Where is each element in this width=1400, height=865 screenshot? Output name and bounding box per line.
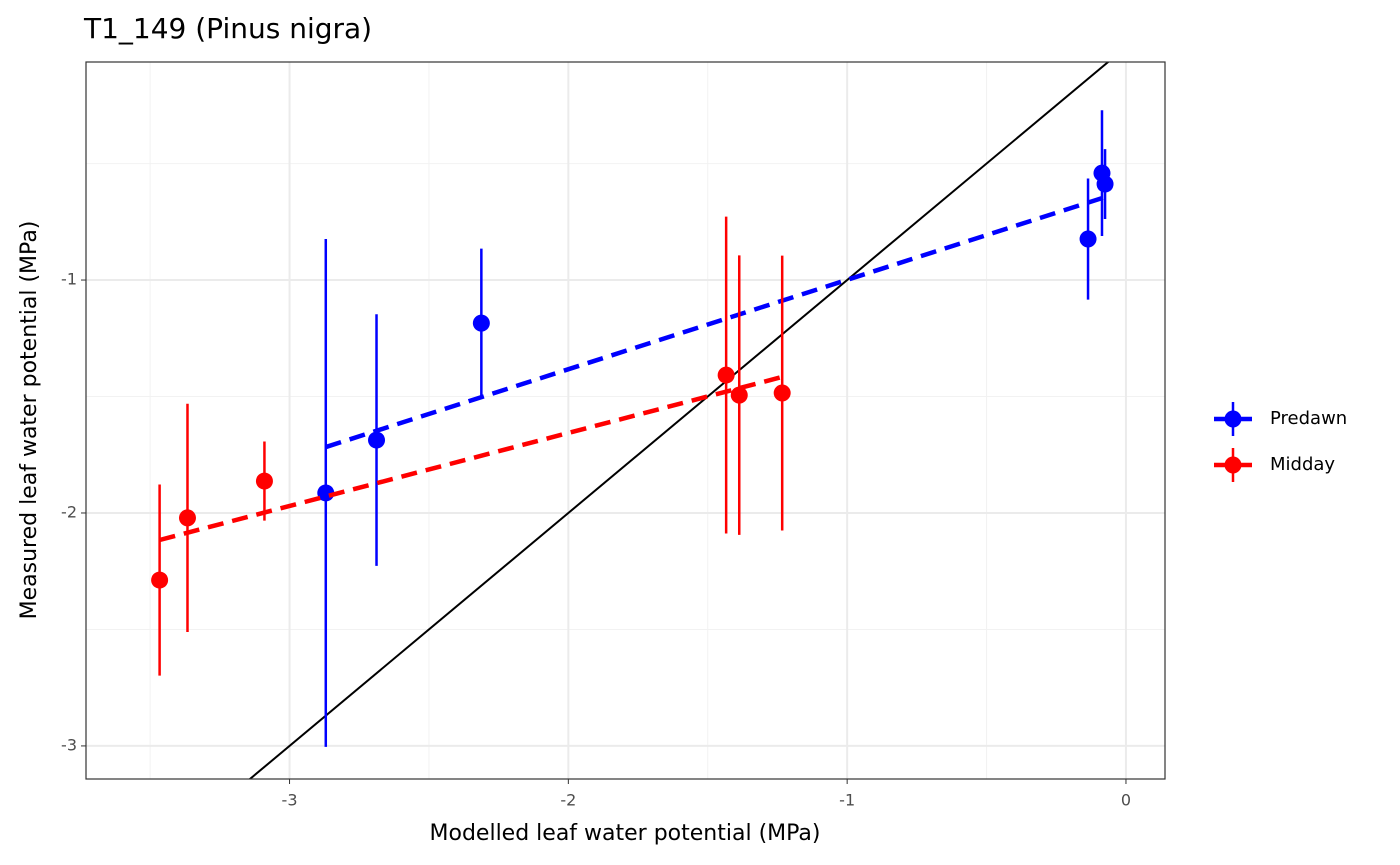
point (773, 384, 791, 402)
point (717, 366, 735, 384)
chart-title: T1_149 (Pinus nigra) (83, 12, 372, 45)
axes: -3 -2 -1 0 -3 -2 -1 (61, 270, 1131, 810)
legend: Predawn Midday (1214, 402, 1347, 482)
fit-line (325, 194, 1106, 450)
point (1096, 175, 1114, 193)
y-tick-label: -3 (61, 735, 77, 754)
x-tick-label: -3 (282, 791, 298, 810)
point (472, 314, 490, 332)
y-axis-title: Measured leaf water potential (MPa) (17, 221, 42, 620)
point (730, 386, 748, 404)
legend-key-point (1224, 456, 1242, 474)
point (151, 571, 169, 589)
panel-border (85, 61, 1166, 780)
point (178, 509, 196, 527)
y-tick-label: -1 (61, 270, 77, 289)
legend-key-point (1224, 410, 1242, 428)
legend-label: Predawn (1270, 408, 1347, 429)
y-tick-label: -2 (61, 502, 77, 521)
point (368, 431, 386, 449)
plot-area (151, 62, 1114, 779)
identity-line (248, 62, 1110, 779)
x-tick-label: 0 (1121, 791, 1131, 810)
point (1079, 230, 1097, 248)
point (255, 472, 273, 490)
x-axis-title: Modelled leaf water potential (MPa) (430, 821, 821, 846)
x-tick-label: -2 (560, 791, 576, 810)
x-tick-label: -1 (839, 791, 855, 810)
fit-line (159, 374, 783, 543)
grid (86, 62, 1165, 779)
legend-label: Midday (1270, 454, 1335, 475)
